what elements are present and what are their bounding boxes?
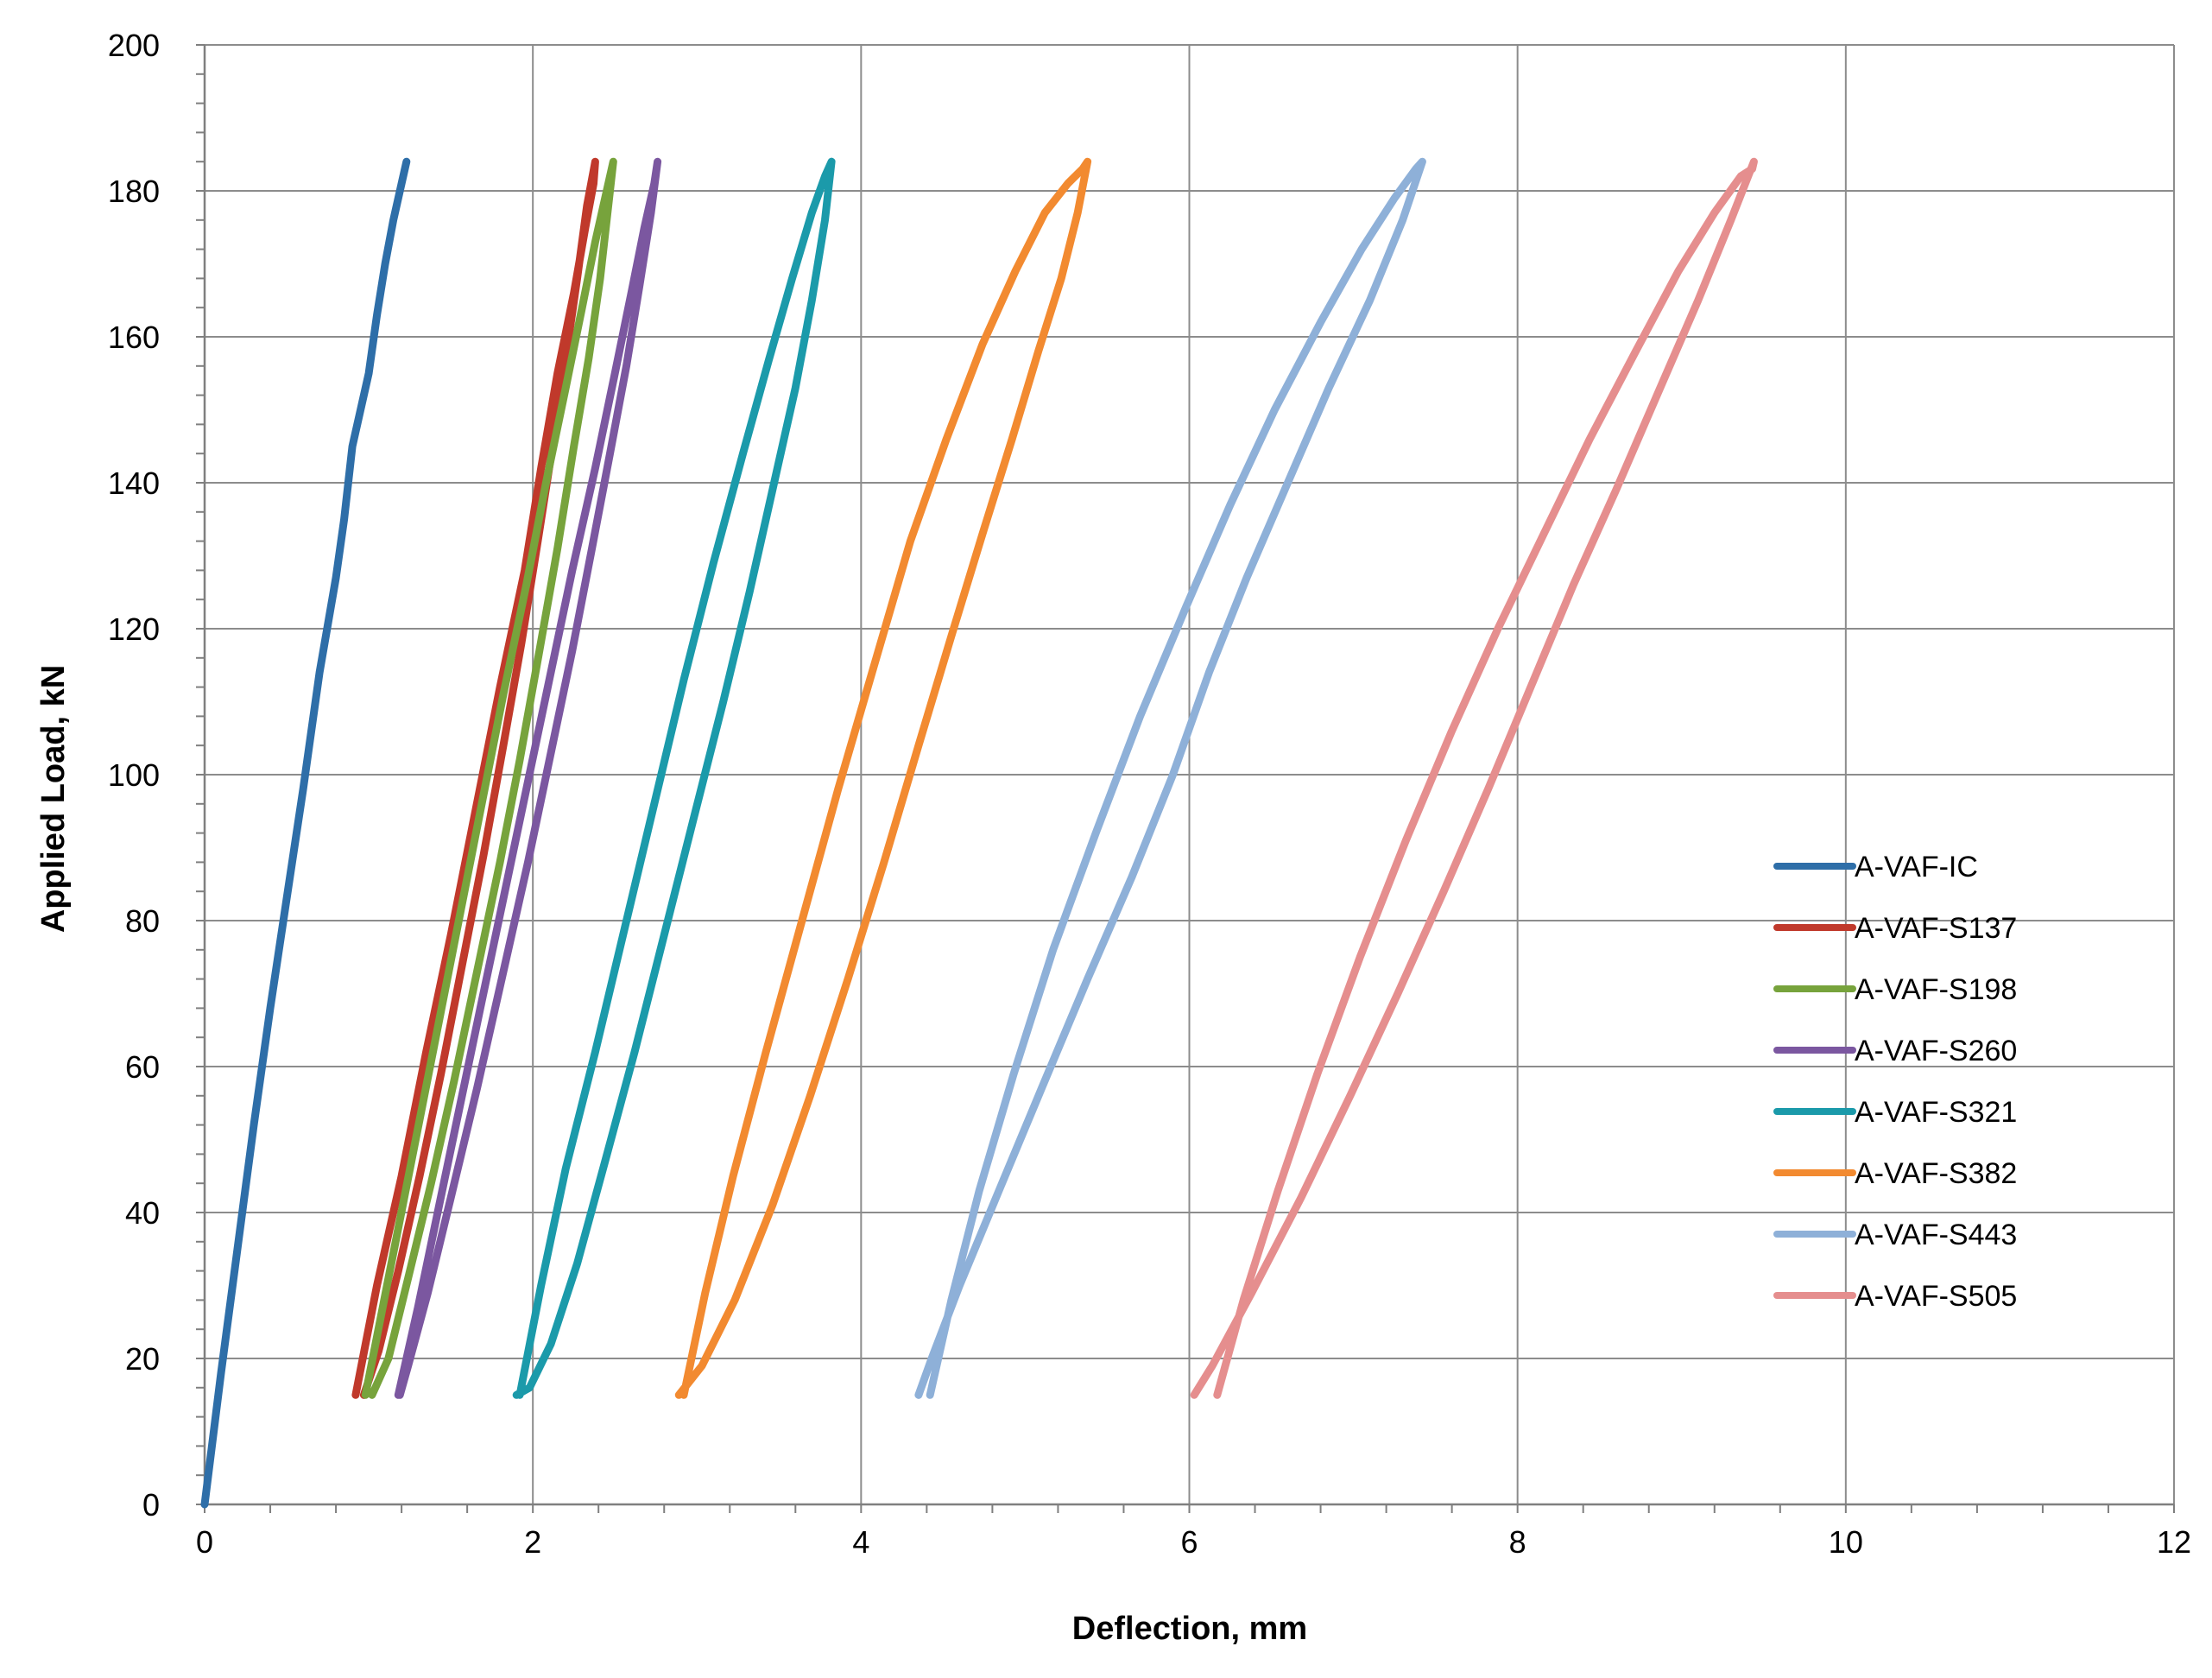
y-tick-label: 200: [108, 28, 160, 63]
series-line-7: [914, 157, 1426, 1399]
y-tick-label: 160: [108, 320, 160, 355]
x-tick-label: 2: [524, 1524, 541, 1560]
x-tick-label: 12: [2157, 1524, 2191, 1560]
x-tick-label: 10: [1829, 1524, 1863, 1560]
series-line-4: [394, 157, 662, 1399]
y-tick-label: 80: [125, 903, 160, 939]
series-line-5: [512, 157, 836, 1399]
series-line-1: [200, 157, 411, 1509]
y-tick-label: 140: [108, 465, 160, 501]
series-group: [200, 157, 1758, 1509]
series-line-6: [674, 157, 1092, 1399]
x-tick-label: 8: [1509, 1524, 1526, 1560]
series-line-8: [1190, 157, 1758, 1399]
legend-label: A-VAF-S137: [1855, 912, 2017, 945]
y-tick-label: 180: [108, 174, 160, 209]
minor-ticks: [196, 44, 2175, 1513]
series-line-3: [361, 157, 617, 1399]
y-axis-title: Applied Load, kN: [35, 665, 72, 933]
legend: A-VAF-IC A-VAF-S137 A-VAF-S198 A-VAF-S260 A-…: [1773, 851, 2017, 1313]
y-tick-label: 100: [108, 757, 160, 793]
y-tick-label: 0: [142, 1487, 160, 1523]
x-axis-title: Deflection, mm: [1072, 1611, 1307, 1647]
legend-label: A-VAF-S260: [1855, 1035, 2017, 1067]
legend-label: A-VAF-IC: [1855, 851, 1978, 883]
series-line-2: [351, 157, 599, 1399]
legend-label: A-VAF-S382: [1855, 1157, 2017, 1190]
y-tick-label: 20: [125, 1341, 160, 1377]
legend-label: A-VAF-S321: [1855, 1096, 2017, 1129]
x-tick-label: 4: [852, 1524, 869, 1560]
legend-label: A-VAF-S505: [1855, 1280, 2017, 1313]
x-tick-label: 0: [196, 1524, 213, 1560]
legend-label: A-VAF-S198: [1855, 973, 2017, 1006]
y-tick-label: 40: [125, 1195, 160, 1231]
x-tick-label: 6: [1180, 1524, 1198, 1560]
axes: [203, 45, 2174, 1506]
legend-label: A-VAF-S443: [1855, 1219, 2017, 1251]
y-tick-label: 120: [108, 611, 160, 647]
y-tick-label: 60: [125, 1049, 160, 1085]
